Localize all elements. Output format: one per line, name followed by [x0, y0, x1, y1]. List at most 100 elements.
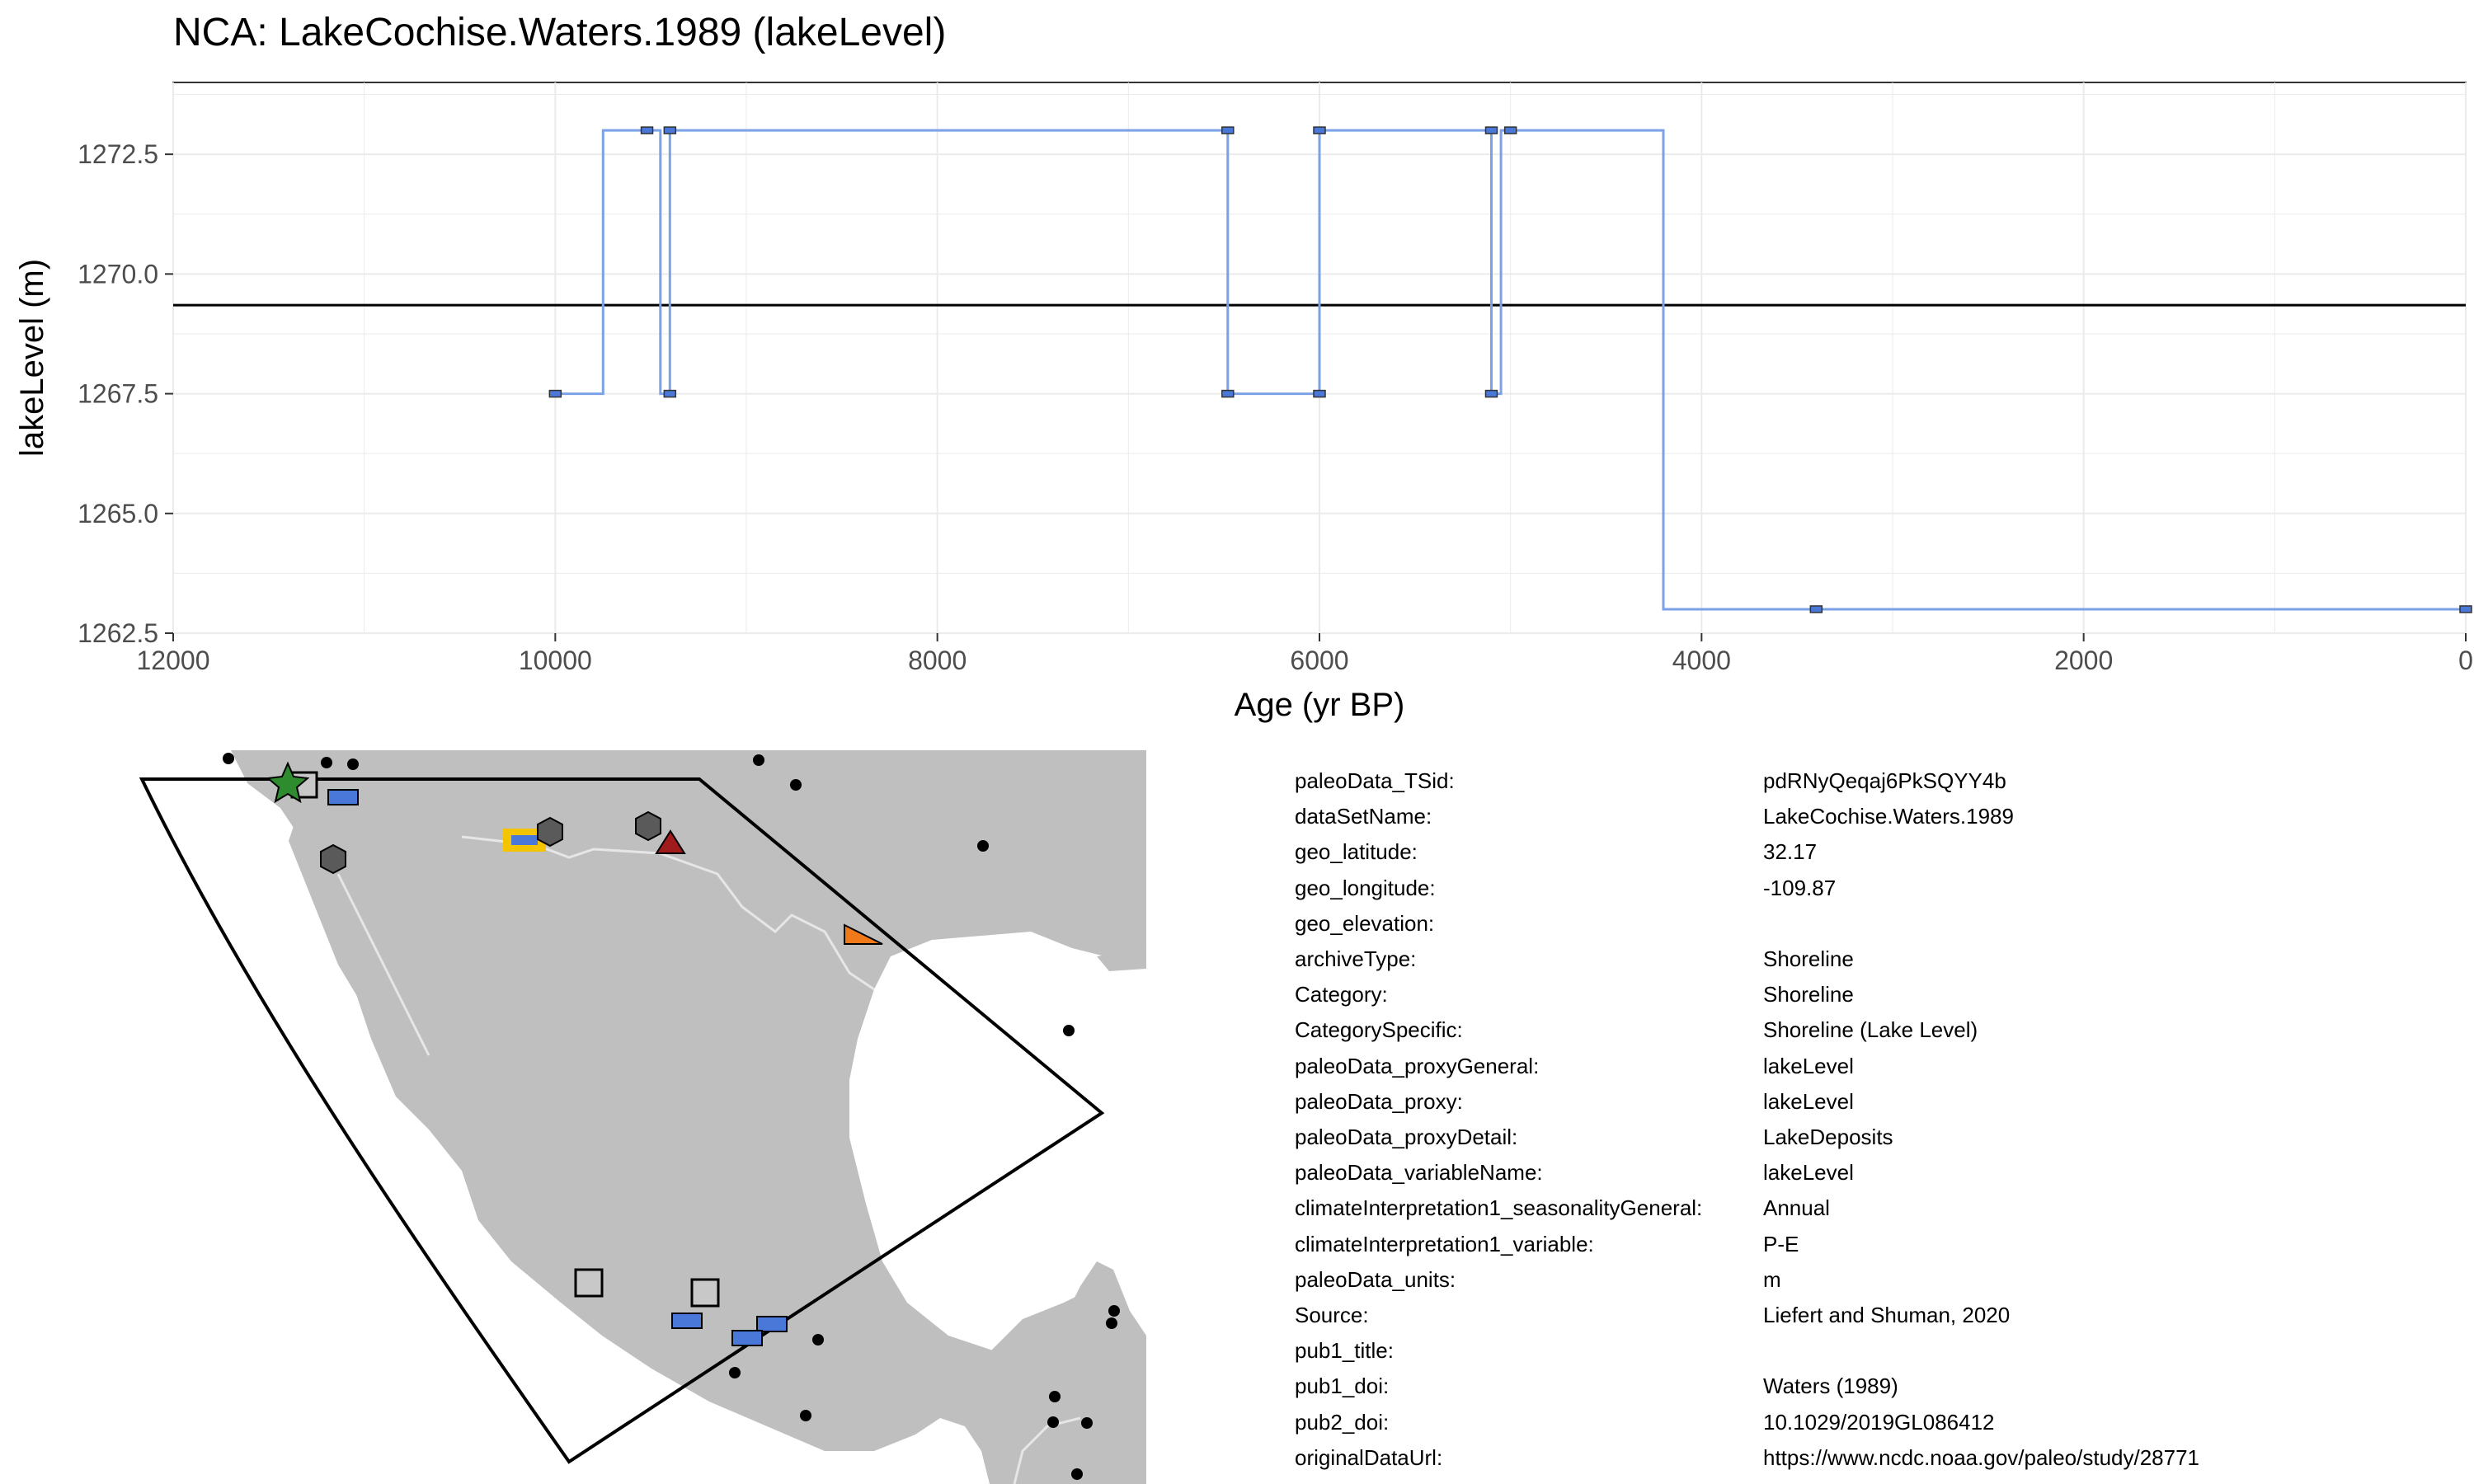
y-axis-ticks: 1262.5 1265.0 1267.5 1270.0 1272.5: [78, 139, 173, 648]
metadata-value: Annual: [1763, 1195, 1830, 1221]
site-dot: [729, 1367, 741, 1378]
y-tick-label: 1272.5: [78, 139, 158, 169]
data-point: [1221, 389, 1235, 398]
data-point: [1221, 126, 1235, 134]
site-dot: [1108, 1305, 1120, 1317]
metadata-key: paleoData_TSid:: [1295, 768, 1455, 793]
metadata-key: geo_elevation:: [1295, 910, 1435, 936]
metadata-key: geo_longitude:: [1295, 875, 1436, 900]
data-point: [1503, 126, 1517, 134]
metadata-value: -109.87: [1763, 875, 1837, 900]
data-point: [1484, 126, 1498, 134]
metadata-key: dataSetName:: [1295, 804, 1432, 829]
border-us-mexico: [461, 835, 875, 991]
series-points: [548, 126, 2472, 613]
metadata-key: paleoData_proxyGeneral:: [1295, 1053, 1540, 1078]
land-cuba: [1097, 948, 1146, 971]
data-point: [1313, 389, 1326, 398]
metadata-key: Category:: [1295, 982, 1388, 1007]
site-dot: [1049, 1391, 1061, 1402]
site-hexagon: [635, 810, 661, 842]
site-rect: [327, 789, 359, 805]
site-dot: [800, 1410, 811, 1421]
lake-level-chart: 12000 10000 8000 6000 4000 2000 0 1262.5 1265.0…: [14, 82, 2473, 723]
metadata-key: pub1_doi:: [1295, 1374, 1390, 1399]
site-dot: [753, 754, 764, 766]
metadata-value: lakeLevel: [1763, 1160, 1854, 1186]
metadata-value: 10.1029/2019GL086412: [1763, 1409, 1995, 1435]
x-tick-label: 6000: [1290, 646, 1348, 675]
metadata-key: paleoData_proxy:: [1295, 1088, 1463, 1114]
site-dot: [977, 840, 989, 852]
metadata-key: CategorySpecific:: [1295, 1017, 1463, 1043]
metadata-value: https://www.ncdc.noaa.gov/paleo/study/28…: [1763, 1444, 2200, 1470]
x-axis-ticks: 12000 10000 8000 6000 4000 2000 0: [137, 633, 2473, 675]
site-square: [690, 1278, 720, 1308]
y-tick-label: 1267.5: [78, 379, 158, 409]
metadata-key: geo_latitude:: [1295, 839, 1418, 865]
site-dot: [812, 1334, 824, 1345]
x-tick-label: 2000: [2054, 646, 2113, 675]
metadata-key: Source:: [1295, 1303, 1369, 1327]
site-dot: [1106, 1317, 1117, 1329]
metadata-value: Liefert and Shuman, 2020: [1763, 1303, 2011, 1327]
map-markers: [223, 753, 1120, 1480]
x-axis-label: Age (yr BP): [1235, 687, 1405, 723]
data-point: [548, 389, 562, 398]
metadata-key: paleoData_proxyDetail:: [1295, 1125, 1518, 1149]
site-rect: [731, 1330, 763, 1346]
metadata-key: paleoData_variableName:: [1295, 1160, 1543, 1186]
data-point: [1809, 605, 1823, 613]
site-dot: [1081, 1417, 1093, 1429]
metadata-value: Shoreline (Lake Level): [1763, 1017, 1978, 1043]
site-square: [574, 1268, 604, 1298]
y-tick-label: 1270.0: [78, 259, 158, 289]
border-central: [1013, 1416, 1081, 1484]
metadata-key: archiveType:: [1295, 946, 1417, 971]
land-north-america: [231, 750, 1146, 1484]
x-tick-label: 10000: [519, 646, 592, 675]
metadata-key: pub1_title:: [1295, 1338, 1394, 1364]
metadata-value: Shoreline: [1763, 982, 1854, 1007]
site-dot: [321, 757, 332, 768]
site-wedge: [844, 923, 883, 945]
x-tick-label: 8000: [908, 646, 967, 675]
metadata-key: pub2_doi:: [1295, 1409, 1390, 1435]
site-dot: [1047, 1416, 1059, 1428]
site-dot: [223, 753, 234, 764]
data-point: [663, 389, 677, 398]
metadata-value: P-E: [1763, 1231, 1799, 1256]
x-tick-label: 12000: [137, 646, 210, 675]
metadata-value: pdRNyQeqaj6PkSQYY4b: [1763, 768, 2006, 793]
metadata-value: m: [1763, 1266, 1781, 1292]
metadata-value: lakeLevel: [1763, 1053, 1854, 1078]
site-map: [115, 750, 1146, 1484]
land-baja-california: [289, 816, 454, 1105]
data-point: [1484, 389, 1498, 398]
region-outline: [139, 777, 1105, 1464]
site-dot: [1071, 1468, 1083, 1480]
metadata-value: Waters (1989): [1763, 1374, 1898, 1399]
metadata-key: climateInterpretation1_variable:: [1295, 1231, 1594, 1256]
metadata-value: Shoreline: [1763, 946, 1854, 971]
metadata-key: paleoData_units:: [1295, 1266, 1456, 1292]
metadata-value: LakeCochise.Waters.1989: [1763, 804, 2014, 829]
site-dot: [347, 758, 359, 770]
metadata-value: LakeDeposits: [1763, 1125, 1893, 1149]
y-axis-label: lakeLevel (m): [14, 259, 50, 457]
data-point: [663, 126, 677, 134]
site-rect: [671, 1313, 703, 1329]
site-dot: [1063, 1025, 1075, 1036]
site-hexagon: [537, 816, 563, 848]
data-point: [2459, 605, 2472, 613]
metadata-value: 32.17: [1763, 839, 1818, 865]
x-tick-label: 4000: [1672, 646, 1731, 675]
border-baja: [336, 873, 430, 1056]
site-highlight-inner: [511, 835, 538, 845]
site-star: [266, 761, 310, 804]
y-tick-label: 1262.5: [78, 618, 158, 648]
site-rect: [756, 1316, 788, 1332]
site-hexagon: [320, 843, 346, 875]
metadata-key: climateInterpretation1_seasonalityGenera…: [1295, 1195, 1703, 1221]
x-tick-label: 0: [2458, 646, 2473, 675]
